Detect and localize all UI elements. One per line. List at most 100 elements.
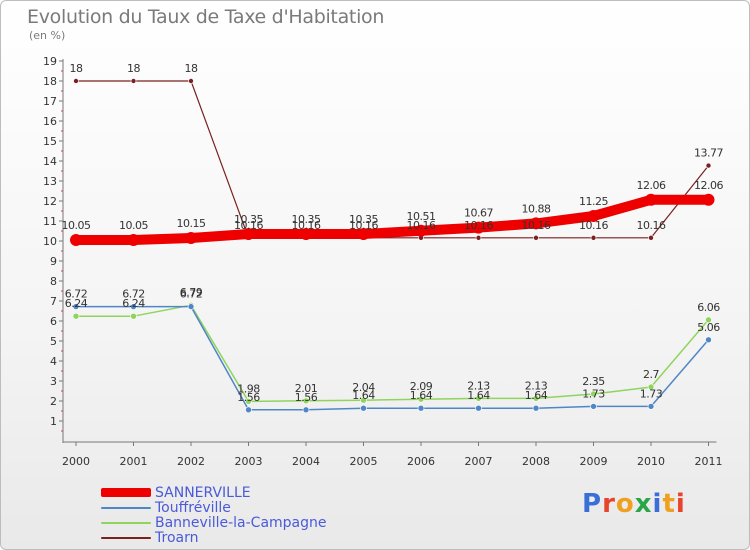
data-point — [647, 403, 655, 410]
y-tick-label: 9 — [50, 255, 57, 268]
data-label: 6.72 — [122, 288, 145, 301]
data-point — [590, 390, 597, 398]
x-tick-label: 2010 — [637, 455, 665, 468]
data-label: 6.24 — [65, 297, 88, 310]
data-point — [130, 303, 137, 310]
data-point — [705, 316, 712, 324]
data-label: 2.35 — [582, 375, 605, 388]
legend-item: SANNERVILLE — [101, 484, 327, 501]
legend-label: SANNERVILLE — [155, 484, 251, 501]
data-label: 10.16 — [234, 219, 263, 232]
data-label: 10.16 — [579, 219, 608, 232]
data-point — [360, 396, 367, 404]
data-point — [302, 397, 310, 405]
x-tick-label: 2003 — [235, 455, 263, 468]
y-tick-label: 4 — [50, 355, 57, 368]
data-label: 10.16 — [522, 219, 551, 232]
data-label: 2.01 — [295, 382, 318, 395]
data-label: 6.79 — [180, 286, 203, 299]
data-label: 6.72 — [180, 288, 203, 301]
data-label: 2.09 — [410, 380, 433, 393]
data-point — [72, 303, 80, 310]
data-point — [532, 395, 540, 402]
series-line — [71, 194, 714, 245]
chart-unit: (en %) — [29, 29, 66, 42]
series-line — [75, 304, 710, 403]
data-point — [130, 312, 137, 320]
proxiti-logo: Proxiti — [582, 489, 686, 519]
data-label: 6.24 — [122, 297, 145, 310]
data-label: 1.73 — [640, 387, 663, 400]
y-tick-label: 18 — [43, 75, 57, 88]
data-point — [73, 78, 79, 84]
y-tick-label: 5 — [50, 335, 57, 348]
logo-letter: x — [634, 489, 653, 519]
data-point — [300, 228, 312, 240]
legend-item: Banneville-la-Campagne — [101, 514, 327, 531]
data-point — [475, 395, 482, 402]
data-point — [245, 398, 252, 405]
legend-swatch — [101, 506, 151, 509]
data-point — [188, 78, 194, 84]
data-point — [357, 228, 370, 240]
data-label: 1.56 — [295, 391, 318, 404]
logo-letter: i — [652, 489, 663, 519]
legend-label: Banneville-la-Campagne — [155, 514, 327, 531]
data-point — [130, 78, 137, 84]
data-label: 6.72 — [65, 288, 88, 301]
data-point — [185, 232, 197, 244]
x-tick-label: 2011 — [695, 455, 723, 468]
y-tick-label: 7 — [50, 295, 57, 308]
x-tick-label: 2008 — [522, 455, 550, 468]
x-tick-label: 2004 — [292, 455, 320, 468]
y-tick-label: 17 — [43, 95, 57, 108]
data-label: 13.77 — [694, 147, 723, 160]
data-point — [302, 406, 310, 414]
data-label: 10.67 — [464, 207, 493, 220]
logo-letter: o — [615, 489, 635, 519]
y-tick-label: 10 — [43, 235, 57, 248]
y-tick-label: 8 — [50, 275, 57, 288]
data-label: 12.06 — [637, 179, 666, 192]
data-point — [70, 234, 82, 246]
data-label: 1.64 — [410, 389, 433, 402]
data-point — [702, 193, 715, 206]
data-point — [530, 217, 542, 230]
data-point — [360, 404, 367, 412]
logo-letter: t — [662, 489, 676, 519]
y-tick-label: 13 — [43, 175, 57, 188]
data-point — [533, 235, 539, 241]
data-label: 1.64 — [352, 389, 375, 402]
data-label: 6.06 — [697, 301, 720, 314]
y-tick-label: 11 — [43, 215, 57, 228]
series-line — [75, 80, 710, 239]
data-label: 18 — [127, 62, 140, 75]
data-label: 1.73 — [582, 387, 605, 400]
data-point — [590, 235, 597, 241]
legend-item: Troarn — [101, 529, 327, 546]
y-tick-label: 16 — [43, 115, 57, 128]
data-label: 18 — [185, 62, 198, 75]
data-label: 2.7 — [643, 368, 659, 381]
data-point — [475, 235, 482, 241]
legend-swatch — [101, 488, 151, 497]
y-tick-label: 6 — [50, 315, 57, 328]
legend-label: Troarn — [155, 529, 199, 546]
data-point — [242, 228, 255, 240]
data-label: 2.13 — [525, 379, 548, 392]
data-label: 10.35 — [292, 213, 321, 226]
data-point — [645, 193, 657, 206]
data-point — [417, 395, 425, 403]
x-tick-label: 2002 — [177, 455, 205, 468]
data-label: 2.13 — [467, 379, 490, 392]
data-label: 10.05 — [62, 219, 91, 232]
data-label: 10.88 — [522, 202, 551, 215]
x-tick-label: 2007 — [465, 455, 493, 468]
data-label: 1.56 — [237, 391, 260, 404]
data-label: 10.16 — [349, 219, 378, 232]
x-tick-label: 2006 — [407, 455, 435, 468]
y-tick-label: 14 — [43, 155, 57, 168]
x-tick-label: 2000 — [62, 455, 90, 468]
y-tick-label: 3 — [50, 375, 57, 388]
legend-swatch — [101, 521, 151, 524]
